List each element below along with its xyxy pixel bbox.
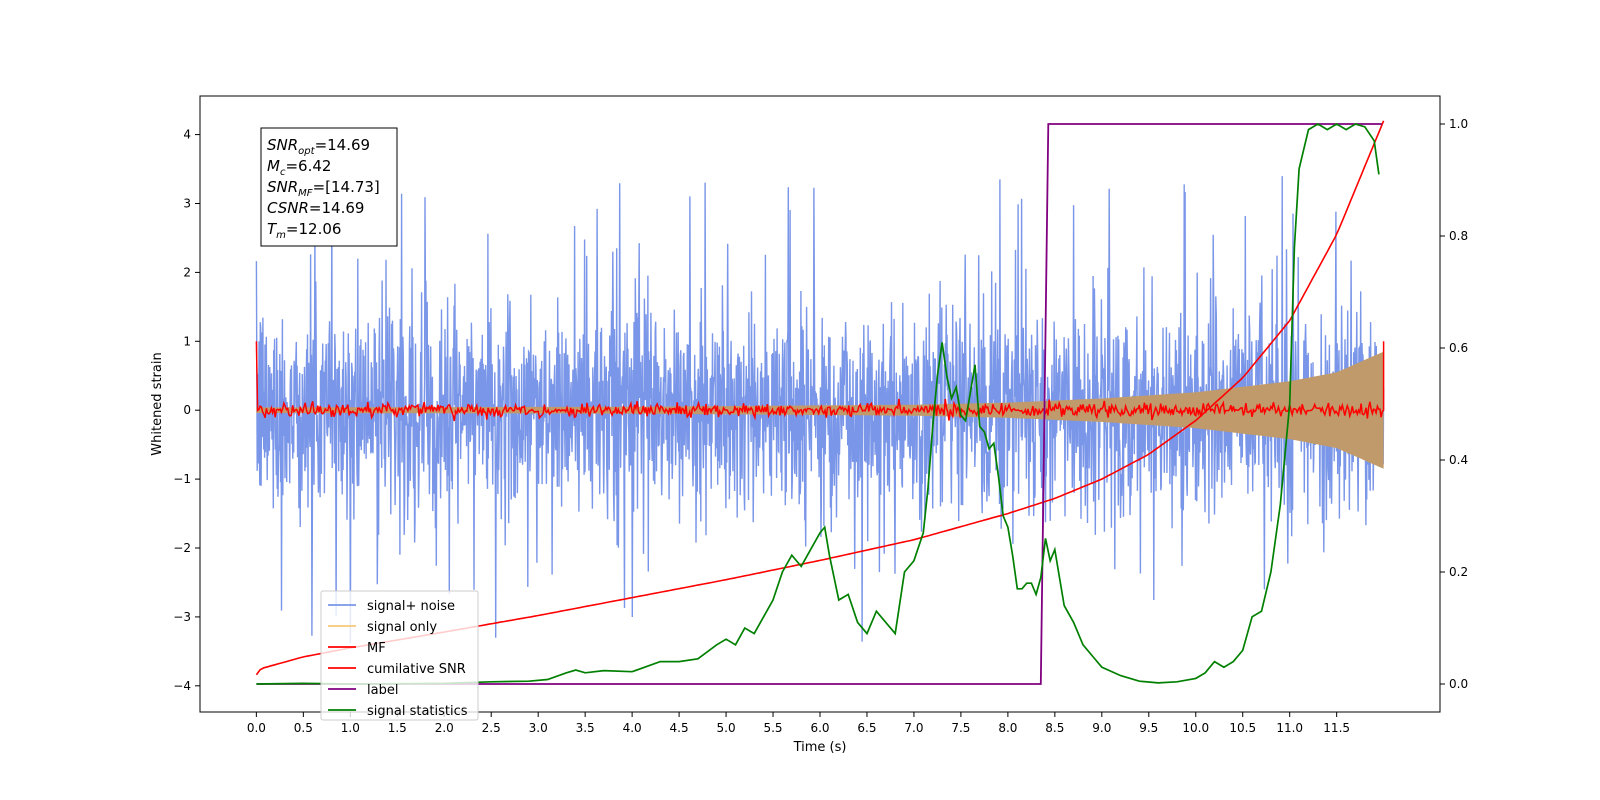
annotation-box: SNRopt=14.69Mc=6.42SNRMF=[14.73]CSNR=14.…: [260, 127, 398, 247]
y-right-tick-label: 0.0: [1449, 677, 1468, 691]
annotation-line: Mc=6.42: [267, 157, 331, 178]
y-tick-label: 1: [183, 334, 191, 348]
x-tick-label: 2.0: [435, 721, 454, 735]
x-tick-label: 8.5: [1045, 721, 1064, 735]
x-tick-label: 1.0: [341, 721, 360, 735]
x-tick-label: 2.5: [482, 721, 501, 735]
x-tick-label: 3.5: [576, 721, 595, 735]
x-tick-label: 5.5: [763, 721, 782, 735]
y-tick-label: −4: [173, 679, 191, 693]
legend-frame: [320, 590, 479, 721]
annotation-line: SNRMF=[14.73]: [267, 178, 380, 199]
y-right-tick-label: 0.4: [1449, 453, 1468, 467]
x-tick-label: 11.0: [1276, 721, 1303, 735]
x-tick-label: 5.0: [717, 721, 736, 735]
x-tick-label: 7.5: [951, 721, 970, 735]
series-mf: [255, 341, 1385, 422]
legend-label: MF: [367, 641, 386, 656]
y-right-tick-label: 1.0: [1449, 117, 1468, 131]
x-tick-label: 6.0: [810, 721, 829, 735]
x-axis-label: Time (s): [793, 740, 847, 755]
annotation-line: CSNR=14.69: [267, 199, 364, 217]
legend-label: signal only: [367, 620, 437, 635]
legend-label: signal+ noise: [367, 599, 455, 614]
x-tick-label: 1.5: [388, 721, 407, 735]
y-right-tick-label: 0.8: [1449, 229, 1468, 243]
annotation-line: Tm=12.06: [267, 220, 341, 241]
x-tick-label: 11.5: [1323, 721, 1350, 735]
legend: signal+ noise signal only MF cumilative SNR…: [320, 590, 479, 721]
y-axis-right: 0.0 0.2 0.4 0.6 0.8 1.0: [1440, 117, 1468, 691]
y-tick-label: −3: [173, 610, 191, 624]
legend-label: signal statistics: [367, 704, 468, 719]
y-tick-label: 0: [183, 403, 191, 417]
y-tick-label: 2: [183, 265, 191, 279]
x-tick-label: 0.5: [294, 721, 313, 735]
series-signal-noise: [255, 176, 1385, 644]
y-right-tick-label: 0.2: [1449, 565, 1468, 579]
x-tick-label: 10.0: [1182, 721, 1209, 735]
series-label: [256, 123, 1382, 685]
annotation-frame: [260, 127, 398, 247]
x-axis: 0.0 0.5 1.0 1.5 2.0 2.5 3.0 3.5 4.0 4.5 5.0 5.5 6.0 6…: [247, 712, 1350, 735]
x-tick-label: 10.5: [1229, 721, 1256, 735]
series-signal-statistics: [256, 123, 1380, 685]
legend-label: label: [367, 683, 398, 698]
y-tick-label: −1: [173, 472, 191, 486]
y-tick-label: 4: [183, 128, 191, 142]
x-tick-label: 4.5: [670, 721, 689, 735]
x-tick-label: 0.0: [247, 721, 266, 735]
x-tick-label: 9.0: [1092, 721, 1111, 735]
legend-label: cumilative SNR: [367, 662, 466, 677]
x-tick-label: 3.0: [529, 721, 548, 735]
y-axis-label: Whitened strain: [150, 352, 165, 455]
annotation-line: SNRopt=14.69: [267, 136, 370, 157]
x-tick-label: 4.0: [623, 721, 642, 735]
x-tick-label: 6.5: [857, 721, 876, 735]
y-axis-left: −4 −3 −2 −1 0 1 2 3 4: [173, 128, 200, 693]
y-tick-label: −2: [173, 541, 191, 555]
x-tick-label: 7.0: [904, 721, 923, 735]
x-tick-label: 9.5: [1139, 721, 1158, 735]
y-right-tick-label: 0.6: [1449, 341, 1468, 355]
x-tick-label: 8.0: [998, 721, 1017, 735]
y-tick-label: 3: [183, 196, 191, 210]
